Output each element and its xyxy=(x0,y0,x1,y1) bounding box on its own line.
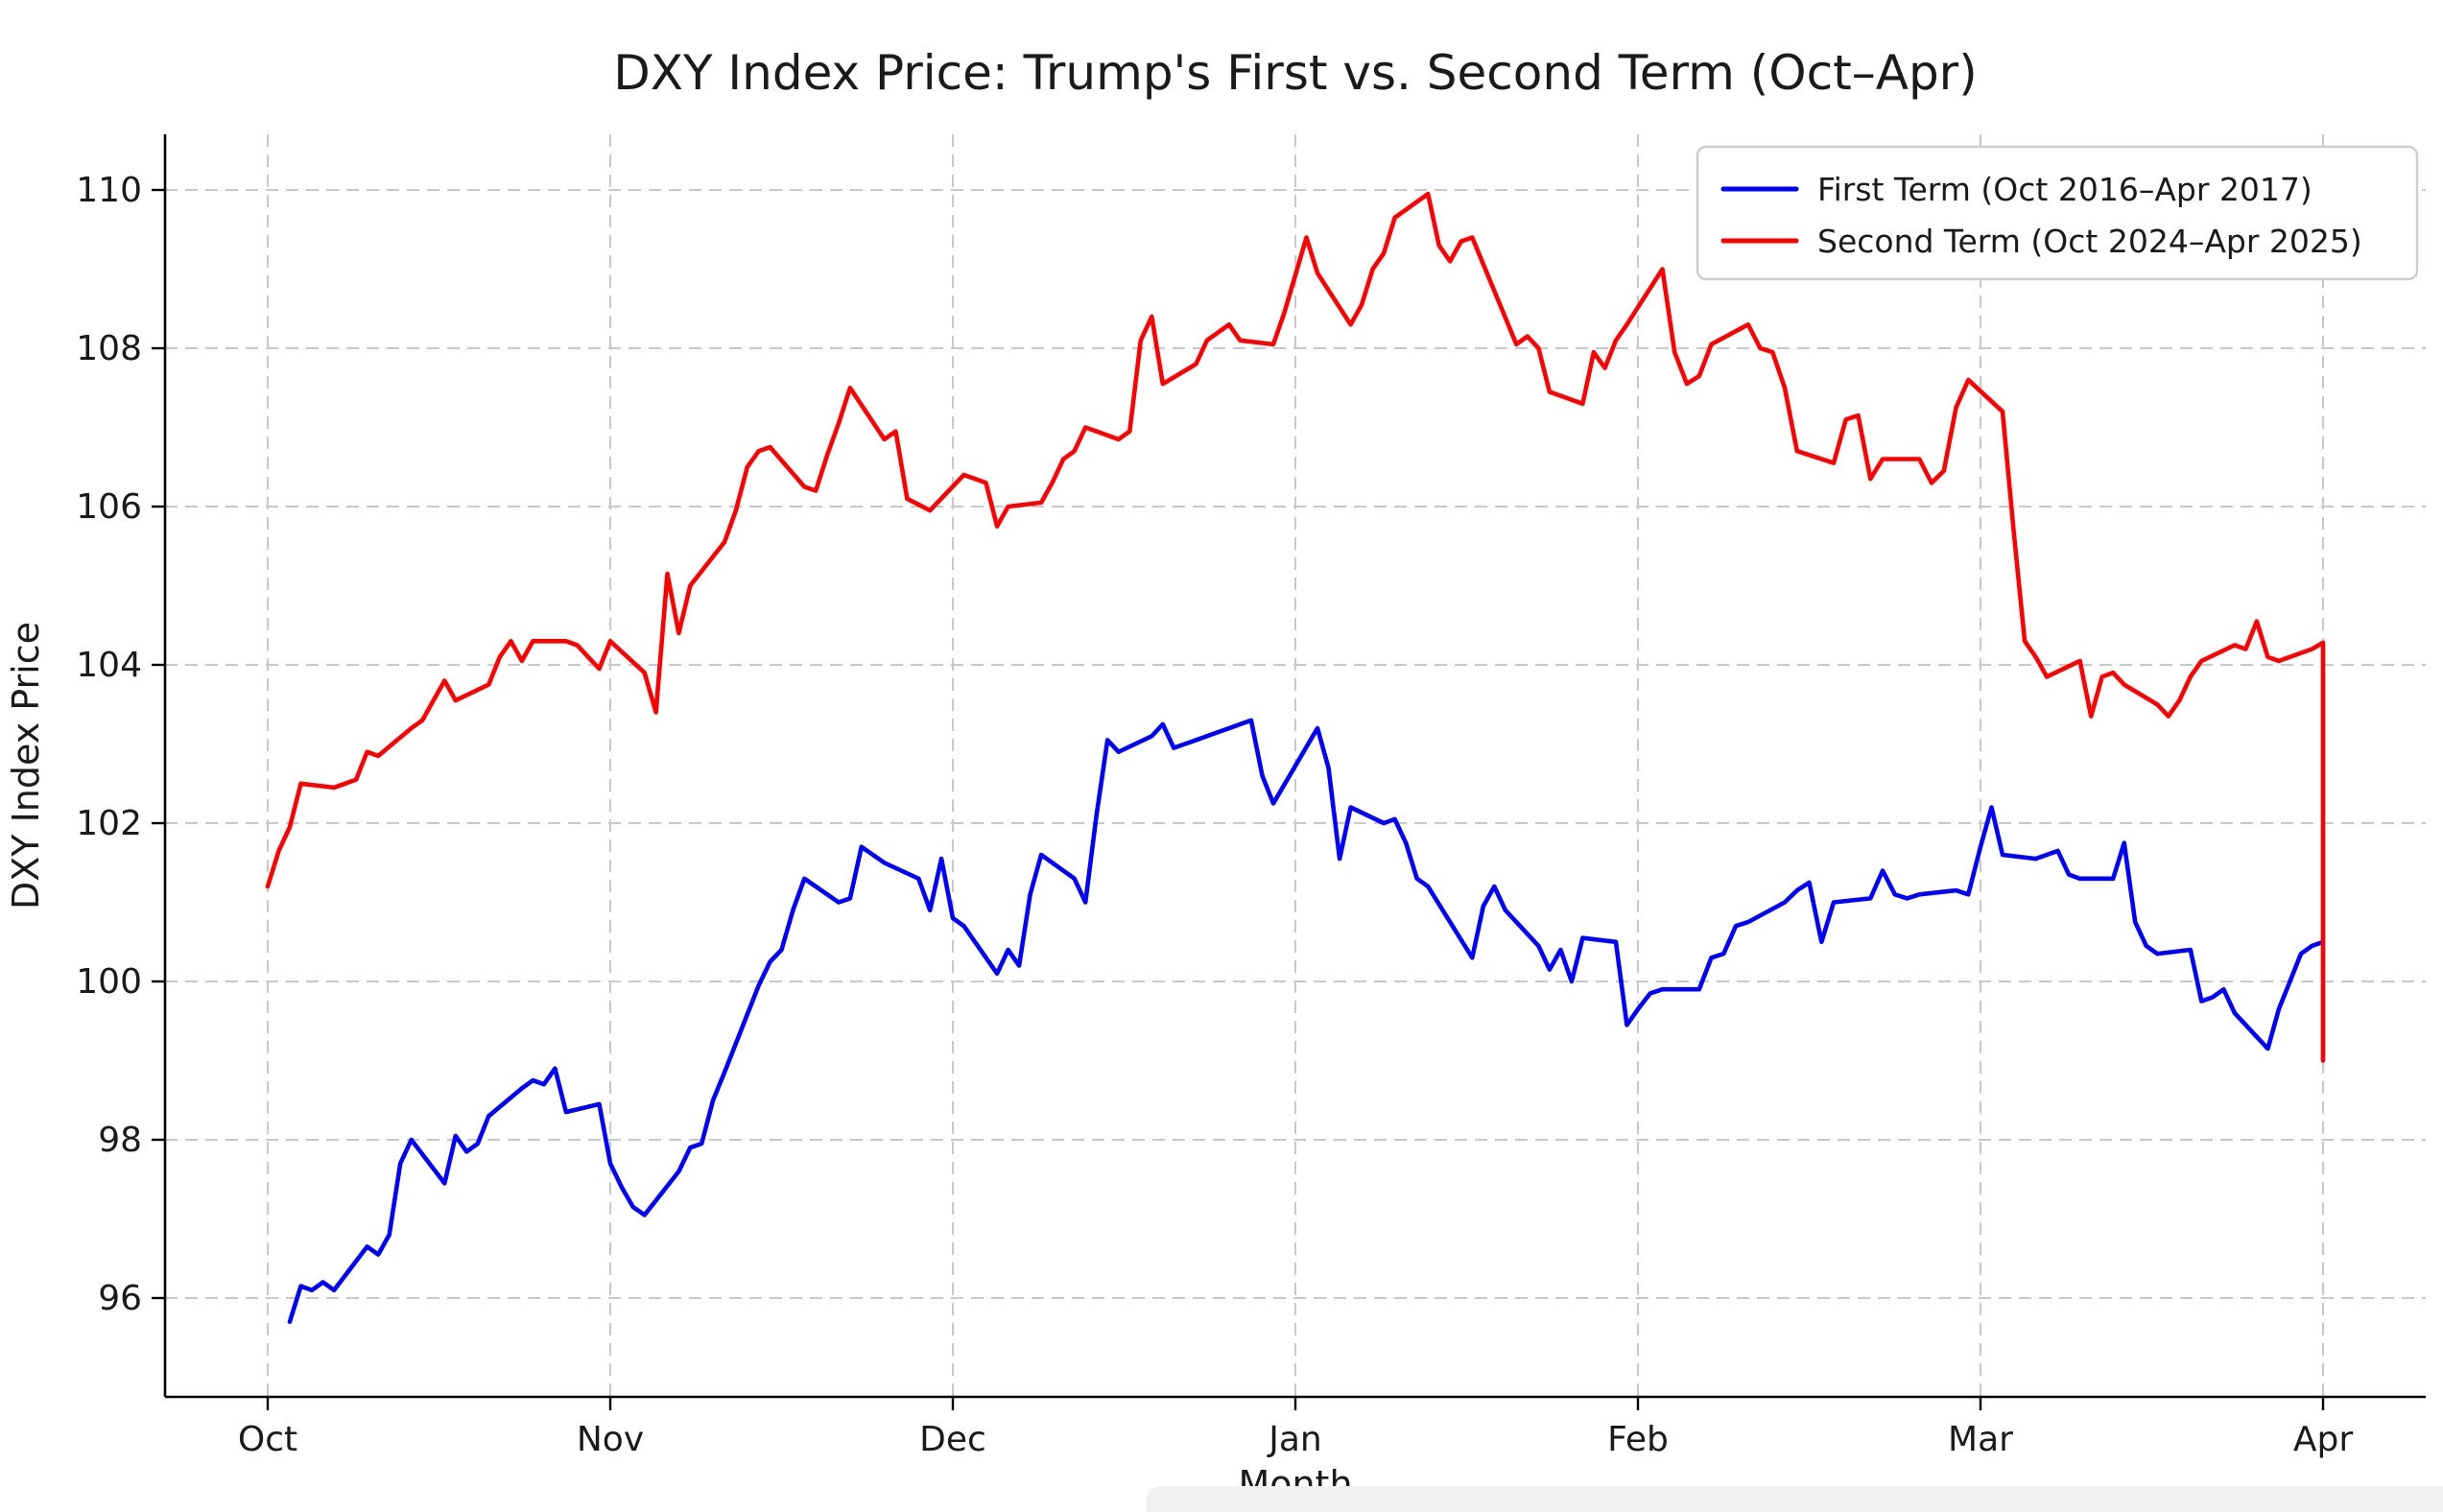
first-term-line xyxy=(287,718,2326,1324)
tick-labels: Oct Nov Dec Jan Feb Mar Apr 96 98 100 102 104 106 108… xyxy=(76,171,2353,1459)
y-tick-label: 104 xyxy=(76,646,142,685)
y-tick-label: 108 xyxy=(76,329,142,368)
x-tick-label: Apr xyxy=(2293,1420,2353,1459)
x-tick-label: Oct xyxy=(238,1420,297,1459)
chart-title: DXY Index Price: Trump's First vs. Secon… xyxy=(613,45,1978,101)
y-tick-label: 102 xyxy=(76,804,142,843)
y-axis-label: DXY Index Price xyxy=(5,622,47,910)
x-tick-label: Feb xyxy=(1607,1420,1669,1459)
y-tick-label: 98 xyxy=(98,1121,142,1160)
legend-box xyxy=(1696,145,2419,281)
y-tick-label: 96 xyxy=(98,1279,142,1318)
second-term-line xyxy=(265,191,2326,1063)
y-tick-label: 110 xyxy=(76,171,142,210)
legend: First Term (Oct 2016–Apr 2017) Second Ter… xyxy=(1696,145,2419,281)
legend-entry-label: First Term (Oct 2016–Apr 2017) xyxy=(1817,171,2313,208)
gridlines xyxy=(165,134,2426,1397)
legend-entry-label: Second Term (Oct 2024–Apr 2025) xyxy=(1817,223,2362,260)
x-tick-label: Mar xyxy=(1948,1420,2013,1459)
y-tick-label: 100 xyxy=(76,962,142,1002)
screenshot-edge-artifact xyxy=(1147,1486,2443,1512)
x-tick-label: Dec xyxy=(919,1420,986,1459)
data-series xyxy=(265,191,2326,1324)
x-tick-label: Jan xyxy=(1267,1420,1322,1459)
axes xyxy=(152,134,2426,1410)
y-tick-label: 106 xyxy=(76,487,142,527)
x-tick-label: Nov xyxy=(577,1420,644,1459)
